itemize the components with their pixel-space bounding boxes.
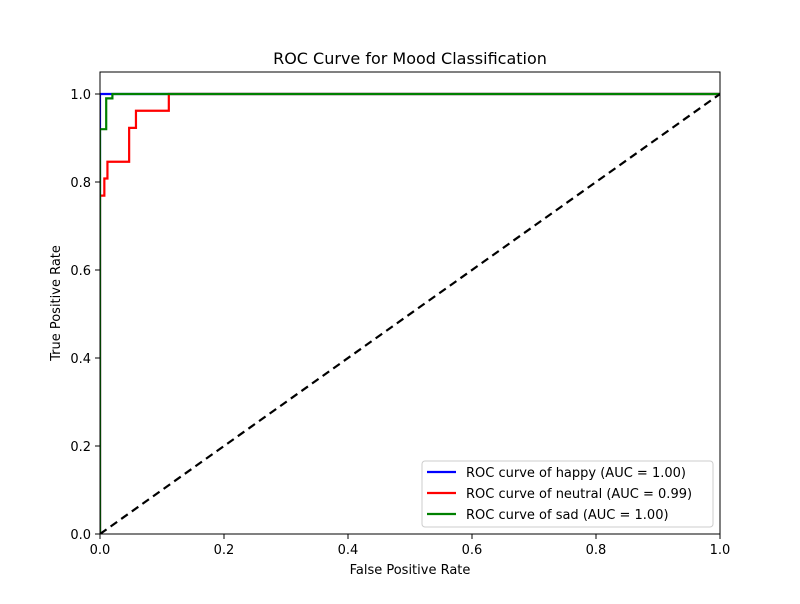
series-line-2 bbox=[100, 92, 720, 534]
y-tick-label: 0.8 bbox=[70, 176, 91, 191]
plot-area bbox=[99, 71, 721, 535]
legend-label-2: ROC curve of sad (AUC = 1.00) bbox=[466, 508, 669, 523]
legend-label-0: ROC curve of happy (AUC = 1.00) bbox=[466, 466, 686, 481]
y-tick-label: 0.0 bbox=[70, 528, 91, 543]
axis-ticks: 0.0 0.2 0.4 0.6 0.8 1.0 0.0 0.2 0.4 0.6 0.8 1.0 bbox=[70, 88, 730, 558]
series-line-1 bbox=[100, 92, 720, 534]
series-lines bbox=[100, 92, 720, 534]
x-tick-label: 0.0 bbox=[90, 543, 111, 558]
x-tick-label: 0.8 bbox=[586, 543, 607, 558]
plot-frame bbox=[99, 71, 721, 535]
y-axis-label: True Positive Rate bbox=[49, 245, 64, 362]
legend-label-1: ROC curve of neutral (AUC = 0.99) bbox=[466, 487, 692, 502]
y-tick-label: 1.0 bbox=[70, 88, 91, 103]
y-tick-label: 0.2 bbox=[70, 440, 91, 455]
legend-box bbox=[421, 460, 714, 528]
x-tick-label: 0.4 bbox=[338, 543, 359, 558]
y-tick-label: 0.6 bbox=[70, 264, 91, 279]
x-tick-label: 1.0 bbox=[710, 543, 731, 558]
chance-line bbox=[100, 93, 720, 534]
y-tick-label: 0.4 bbox=[70, 352, 91, 367]
x-tick-label: 0.6 bbox=[462, 543, 483, 558]
x-tick-label: 0.2 bbox=[214, 543, 235, 558]
legend: ROC curve of happy (AUC = 1.00) ROC curve… bbox=[421, 460, 714, 528]
chart-title: ROC Curve for Mood Classification bbox=[273, 49, 547, 68]
x-axis-label: False Positive Rate bbox=[350, 563, 471, 578]
